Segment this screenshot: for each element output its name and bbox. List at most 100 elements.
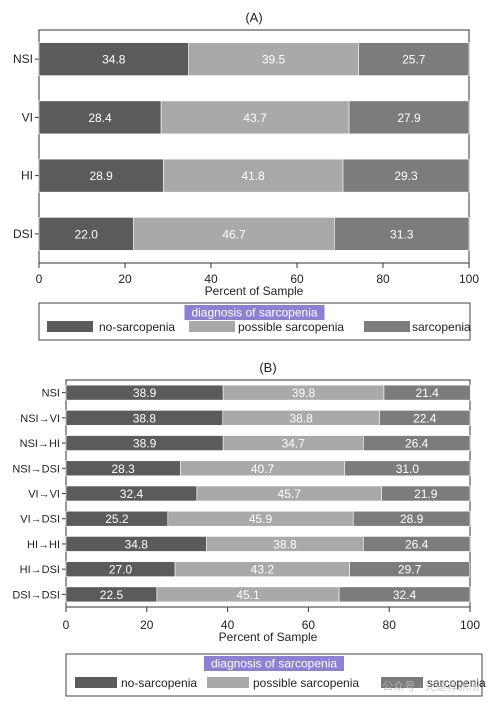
bar-segment	[381, 485, 471, 502]
plot-frame	[38, 29, 470, 264]
category-label: DSI→DSI	[12, 589, 60, 601]
bar-value-label: 21.4	[415, 386, 439, 400]
watermark-text: 公众号 · 光速荐研所	[382, 679, 480, 693]
x-tick-label: 60	[302, 618, 316, 632]
x-tick-label: 40	[221, 618, 235, 632]
category-label: NSI	[42, 388, 60, 400]
x-tick-label: 80	[376, 272, 390, 286]
bar-value-label: 38.9	[133, 437, 157, 451]
legend: diagnosis of sarcopenia no-sarcopenia poss…	[38, 302, 471, 341]
bar-segment	[363, 536, 471, 552]
bar-segment	[383, 384, 471, 401]
bar-segment	[358, 42, 470, 76]
x-axis-label: Percent of Sample	[219, 630, 318, 644]
bar-segment	[38, 42, 189, 76]
bar-value-label: 31.3	[390, 227, 414, 241]
category-label: HI	[21, 169, 33, 183]
legend-swatch	[207, 677, 249, 688]
legend-title-highlight	[204, 656, 344, 671]
category-label: DSI	[13, 227, 33, 241]
legend-title: diagnosis of sarcopenia	[211, 657, 337, 671]
bar-value-label: 38.9	[133, 386, 157, 400]
x-tick-label: 40	[204, 272, 218, 286]
x-tick-label: 20	[140, 618, 154, 632]
legend-title-highlight	[184, 305, 325, 320]
x-tick-label: 100	[459, 272, 479, 286]
bar-segment	[160, 100, 350, 135]
bar-value-label: 38.8	[289, 411, 313, 425]
bar-segment	[342, 158, 470, 193]
legend-label: sarcopenia	[427, 676, 486, 690]
category-label: NSI→VI	[20, 413, 60, 425]
bar-value-label: 27.9	[397, 111, 421, 125]
bar-value-label: 28.9	[89, 169, 113, 183]
chart-panel-b: (B) NSI 38.9 39.8 21.4 NSI→VI 38.8 38.8 22.4 NSI→…	[12, 360, 486, 697]
bar-value-label: 43.7	[243, 111, 267, 125]
bar-segment	[379, 410, 471, 426]
category-label: HI→DSI	[20, 564, 60, 576]
bar-segment	[344, 460, 471, 477]
bar-segment	[38, 217, 134, 251]
legend-swatch	[381, 677, 423, 688]
chart-panel-a: (A) NSI 34.8 39.5 25.7 VI 28.4 43.7 27.9 HI 28.9 41…	[13, 10, 479, 341]
chart-title: (B)	[259, 360, 276, 375]
x-axis-label: Percent of Sample	[205, 284, 304, 298]
legend-title: diagnosis of sarcopenia	[191, 306, 317, 320]
bar-value-label: 26.4	[405, 537, 429, 551]
legend-swatch	[364, 321, 410, 332]
bar-segment	[352, 510, 471, 527]
bar-value-label: 28.4	[88, 111, 112, 125]
chart-title: (A)	[245, 10, 262, 25]
bar-value-label: 45.1	[236, 588, 260, 602]
legend-label: possible sarcopenia	[253, 676, 359, 690]
legend-swatch	[47, 321, 93, 332]
bar-value-label: 29.7	[398, 563, 422, 577]
category-label: NSI→HI	[20, 438, 60, 450]
bar-value-label: 29.3	[394, 169, 418, 183]
bar-value-label: 45.7	[278, 487, 302, 501]
bar-value-label: 38.8	[273, 537, 297, 551]
category-label: VI	[22, 110, 33, 124]
bar-segment	[338, 586, 471, 603]
bar-segment	[349, 561, 470, 577]
x-tick-label: 100	[460, 618, 480, 632]
category-label: NSI	[13, 52, 33, 66]
bar-value-label: 25.2	[105, 512, 129, 526]
x-tick-label: 60	[290, 272, 304, 286]
chart-layer: (A) NSI 34.8 39.5 25.7 VI 28.4 43.7 27.9 HI 28.9 41…	[12, 10, 486, 697]
bar-value-label: 43.2	[251, 563, 275, 577]
category-label: HI→HI	[27, 539, 60, 551]
legend-label: possible sarcopenia	[238, 320, 344, 334]
bar-segment	[334, 217, 470, 251]
bar-value-label: 28.9	[400, 512, 424, 526]
legend-swatch	[75, 677, 117, 688]
bar-value-label: 31.0	[396, 462, 420, 476]
category-label: VI→DSI	[20, 514, 60, 526]
bar-value-label: 28.3	[111, 462, 135, 476]
bar-value-label: 40.7	[251, 462, 275, 476]
x-tick-label: 80	[383, 618, 397, 632]
legend-label: no-sarcopenia	[121, 676, 197, 690]
bar-value-label: 22.0	[75, 227, 99, 241]
bar-value-label: 21.9	[414, 487, 438, 501]
bar-value-label: 34.8	[102, 53, 126, 67]
bar-segment	[162, 158, 344, 193]
legend: diagnosis of sarcopenia no-sarcopenia poss…	[65, 653, 486, 697]
bar-segment	[348, 100, 470, 135]
bar-value-label: 39.8	[292, 386, 316, 400]
bar-value-label: 38.8	[133, 411, 157, 425]
x-tick-label: 0	[63, 618, 70, 632]
bar-value-label: 25.7	[402, 53, 426, 67]
x-tick-label: 0	[36, 272, 43, 286]
x-tick-label: 20	[118, 272, 132, 286]
bar-segment	[38, 100, 162, 135]
bar-value-label: 39.5	[262, 53, 286, 67]
bar-value-label: 34.7	[282, 437, 306, 451]
bar-value-label: 26.4	[405, 437, 429, 451]
bar-value-label: 46.7	[222, 227, 246, 241]
bar-value-label: 32.4	[393, 588, 417, 602]
category-label: NSI→DSI	[12, 463, 60, 475]
bar-value-label: 41.8	[241, 169, 265, 183]
bar-value-label: 32.4	[120, 487, 144, 501]
